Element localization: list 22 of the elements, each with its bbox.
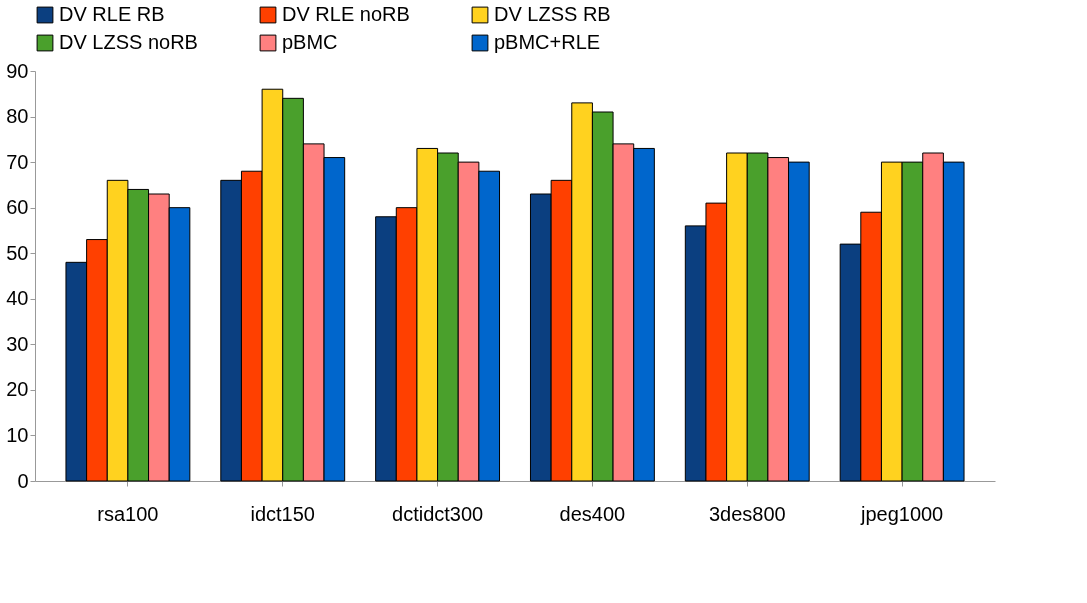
y-tick-label: 90 bbox=[6, 59, 29, 82]
legend-label: pBMC bbox=[282, 31, 338, 53]
legend-label: DV RLE RB bbox=[59, 3, 165, 25]
legend-label: DV LZSS RB bbox=[494, 3, 611, 25]
x-tick-label: jpeg1000 bbox=[859, 502, 944, 525]
x-tick-label: des400 bbox=[559, 502, 626, 525]
y-tick-label: 10 bbox=[6, 423, 29, 446]
legend-label: pBMC+RLE bbox=[494, 31, 601, 53]
y-tick-label: 20 bbox=[6, 378, 29, 401]
y-tick-label: 60 bbox=[6, 196, 29, 219]
y-tick-label: 0 bbox=[17, 469, 29, 492]
y-tick-label: 30 bbox=[6, 332, 29, 355]
x-tick-label: dctidct300 bbox=[391, 502, 484, 525]
x-tick-label: 3des800 bbox=[708, 502, 786, 525]
y-tick-label: 40 bbox=[6, 287, 29, 310]
x-tick-label: idct150 bbox=[250, 502, 315, 525]
y-tick-label: 80 bbox=[6, 105, 29, 128]
y-tick-label: 50 bbox=[6, 241, 29, 264]
legend-label: DV RLE noRB bbox=[282, 3, 410, 25]
x-tick-label: rsa100 bbox=[97, 502, 159, 525]
legend-label: DV LZSS noRB bbox=[59, 31, 198, 53]
y-tick-label: 70 bbox=[6, 150, 29, 173]
